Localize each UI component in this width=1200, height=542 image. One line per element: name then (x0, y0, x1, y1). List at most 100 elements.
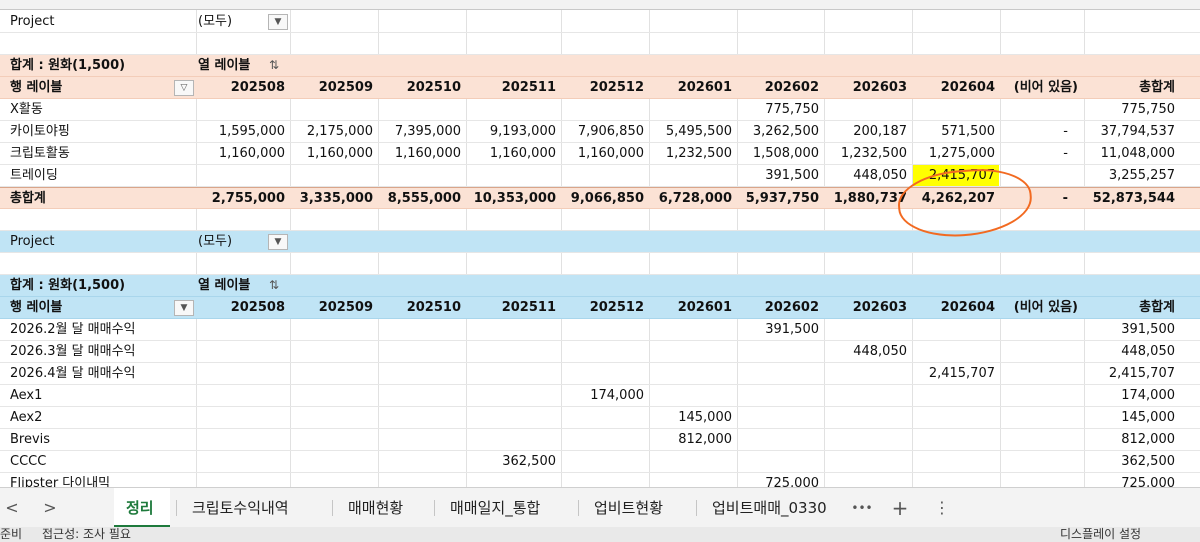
value-cell[interactable] (289, 473, 373, 487)
value-cell[interactable]: 9,193,000 (489, 124, 556, 139)
value-cell[interactable] (735, 429, 819, 451)
value-cell[interactable] (823, 407, 907, 429)
value-cell[interactable] (911, 429, 995, 451)
value-cell[interactable]: 3,335,000 (299, 191, 373, 206)
value-cell[interactable]: 1,160,000 (394, 146, 461, 161)
value-cell[interactable]: 391,500 (765, 322, 819, 337)
tab-menu-icon[interactable]: ⋮ (934, 498, 950, 517)
row-label[interactable]: Brevis (10, 432, 51, 447)
value-cell[interactable] (377, 165, 461, 187)
value-cell[interactable] (472, 385, 556, 407)
value-cell[interactable]: - (1063, 124, 1068, 139)
value-cell[interactable] (911, 407, 995, 429)
value-cell[interactable] (201, 363, 285, 385)
value-cell[interactable] (201, 385, 285, 407)
value-cell[interactable] (472, 319, 556, 341)
value-cell[interactable] (823, 99, 907, 121)
bottom-filter-dropdown-icon[interactable]: ▼ (268, 234, 288, 250)
value-cell[interactable]: 448,050 (853, 344, 907, 359)
value-cell[interactable]: 145,000 (678, 410, 732, 425)
prev-sheet-icon[interactable]: < (5, 498, 19, 517)
value-cell[interactable] (911, 319, 995, 341)
value-cell[interactable] (648, 451, 732, 473)
value-cell[interactable] (289, 165, 373, 187)
value-cell[interactable] (1008, 451, 1068, 473)
value-cell[interactable]: 6,728,000 (658, 191, 732, 206)
add-sheet-icon[interactable]: + (891, 496, 909, 520)
value-cell[interactable]: 174,000 (590, 388, 644, 403)
value-cell[interactable] (560, 341, 644, 363)
value-cell[interactable] (560, 99, 644, 121)
value-cell[interactable] (289, 341, 373, 363)
value-cell[interactable]: 812,000 (1121, 432, 1175, 447)
value-cell[interactable]: 725,000 (765, 476, 819, 487)
row-label[interactable]: Flipster 다이내믹 (10, 476, 111, 487)
value-cell[interactable]: 2,415,707 (928, 366, 995, 381)
value-cell[interactable]: 200,187 (853, 124, 907, 139)
value-cell[interactable] (648, 473, 732, 487)
more-tabs-icon[interactable]: ••• (851, 501, 873, 515)
value-cell[interactable]: 448,050 (1121, 344, 1175, 359)
value-cell[interactable]: 571,500 (941, 124, 995, 139)
value-cell[interactable] (1008, 385, 1068, 407)
value-cell[interactable] (823, 451, 907, 473)
row-label[interactable]: 2026.3월 달 매매수익 (10, 344, 136, 359)
row-label[interactable]: 2026.4월 달 매매수익 (10, 366, 136, 381)
value-cell[interactable] (911, 341, 995, 363)
value-cell[interactable] (823, 385, 907, 407)
value-cell[interactable]: 2,415,707 (928, 168, 995, 183)
value-cell[interactable]: 725,000 (1121, 476, 1175, 487)
value-cell[interactable] (823, 429, 907, 451)
value-cell[interactable] (648, 341, 732, 363)
sheet-tab[interactable]: 정리 (114, 488, 170, 528)
display-settings[interactable]: 디스플레이 설정 (1060, 527, 1142, 541)
value-cell[interactable] (560, 473, 644, 487)
value-cell[interactable] (1008, 407, 1068, 429)
value-cell[interactable]: 1,160,000 (218, 146, 285, 161)
value-cell[interactable]: - (1063, 146, 1068, 161)
value-cell[interactable]: 1,595,000 (218, 124, 285, 139)
value-cell[interactable] (377, 363, 461, 385)
value-cell[interactable]: - (1062, 191, 1068, 206)
value-cell[interactable] (735, 451, 819, 473)
worksheet-grid[interactable]: Project (모두) ▼ 합계 : 원화(1,500) 열 레이블 ⇅ 행 … (0, 10, 1200, 487)
value-cell[interactable]: 5,937,750 (745, 191, 819, 206)
value-cell[interactable]: 9,066,850 (570, 191, 644, 206)
value-cell[interactable] (289, 407, 373, 429)
value-cell[interactable] (289, 319, 373, 341)
value-cell[interactable]: 7,395,000 (394, 124, 461, 139)
value-cell[interactable]: 775,750 (1121, 102, 1175, 117)
value-cell[interactable] (560, 451, 644, 473)
value-cell[interactable]: 362,500 (502, 454, 556, 469)
value-cell[interactable] (289, 451, 373, 473)
value-cell[interactable]: 7,906,850 (577, 124, 644, 139)
value-cell[interactable]: 8,555,000 (387, 191, 461, 206)
value-cell[interactable] (648, 99, 732, 121)
value-cell[interactable] (472, 165, 556, 187)
row-label[interactable]: 2026.2월 달 매매수익 (10, 322, 136, 337)
value-cell[interactable] (377, 341, 461, 363)
value-cell[interactable] (1008, 99, 1068, 121)
value-cell[interactable]: 775,750 (765, 102, 819, 117)
value-cell[interactable] (911, 473, 995, 487)
value-cell[interactable] (377, 407, 461, 429)
value-cell[interactable] (472, 429, 556, 451)
bottom-row-filter-icon[interactable]: ▼ (174, 300, 194, 316)
value-cell[interactable]: 4,262,207 (921, 191, 995, 206)
sort-filter-icon[interactable]: ⇅ (268, 278, 280, 292)
value-cell[interactable]: 1,232,500 (840, 146, 907, 161)
value-cell[interactable]: 448,050 (853, 168, 907, 183)
value-cell[interactable] (472, 363, 556, 385)
value-cell[interactable]: 37,794,537 (1100, 124, 1175, 139)
value-cell[interactable] (1008, 341, 1068, 363)
accessibility-status[interactable]: 접근성: 조사 필요 (42, 527, 131, 541)
value-cell[interactable] (377, 99, 461, 121)
value-cell[interactable]: 1,232,500 (665, 146, 732, 161)
value-cell[interactable] (201, 341, 285, 363)
value-cell[interactable]: 2,755,000 (211, 191, 285, 206)
value-cell[interactable] (377, 385, 461, 407)
value-cell[interactable] (735, 385, 819, 407)
row-label[interactable]: 카이토야핑 (10, 124, 70, 139)
value-cell[interactable] (648, 385, 732, 407)
value-cell[interactable] (911, 385, 995, 407)
